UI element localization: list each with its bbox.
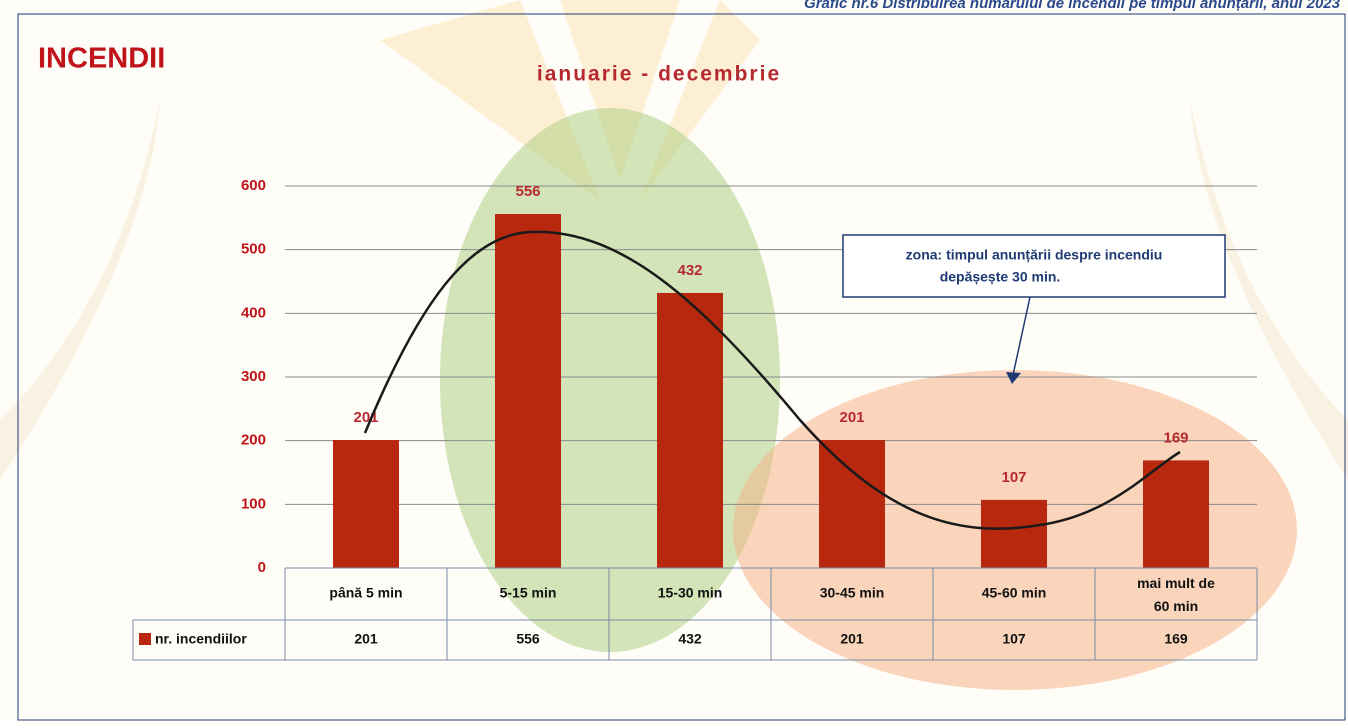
bar xyxy=(333,440,399,568)
y-tick-label: 200 xyxy=(241,432,266,449)
x-tick-label: 5-15 min xyxy=(500,585,557,601)
x-tick-label: până 5 min xyxy=(329,585,402,601)
section-label: INCENDII xyxy=(38,43,165,75)
highlight-zone xyxy=(440,108,780,652)
y-tick-label: 0 xyxy=(258,559,266,576)
table-value: 169 xyxy=(1164,631,1188,647)
x-tick-label: 30-45 min xyxy=(820,585,885,601)
table-value: 432 xyxy=(678,631,702,647)
y-tick-label: 100 xyxy=(241,495,266,512)
table-value: 556 xyxy=(516,631,540,647)
bar xyxy=(981,500,1047,568)
y-tick-label: 400 xyxy=(241,304,266,321)
x-tick-label: 45-60 min xyxy=(982,585,1047,601)
table-value: 201 xyxy=(840,631,864,647)
y-tick-label: 600 xyxy=(241,177,266,194)
bar xyxy=(657,293,723,568)
x-tick-label: 15-30 min xyxy=(658,585,723,601)
chart-title: ianuarie - decembrie xyxy=(537,63,781,86)
table-value: 107 xyxy=(1002,631,1026,647)
data-label: 556 xyxy=(515,183,540,200)
chart: Grafic nr.6 Distribuirea numărului de in… xyxy=(0,0,1348,723)
annotation-box xyxy=(843,235,1225,297)
bar xyxy=(1143,460,1209,568)
annotation: depășește 30 min. xyxy=(940,269,1061,285)
bar xyxy=(819,440,885,568)
y-tick-label: 500 xyxy=(241,241,266,258)
data-label: 169 xyxy=(1163,429,1188,446)
data-label: 432 xyxy=(677,262,702,279)
legend-swatch xyxy=(139,633,151,645)
data-label: 107 xyxy=(1001,469,1026,486)
page: Grafic nr.6 Distribuirea numărului de in… xyxy=(0,0,1348,728)
y-tick-label: 300 xyxy=(241,368,266,385)
table-value: 201 xyxy=(354,631,378,647)
annotation: zona: timpul anunțării despre incendiu xyxy=(906,247,1163,263)
legend-label: nr. incendiilor xyxy=(155,631,247,647)
bar xyxy=(495,214,561,568)
data-label: 201 xyxy=(839,409,864,426)
caption: Grafic nr.6 Distribuirea numărului de in… xyxy=(804,0,1341,12)
